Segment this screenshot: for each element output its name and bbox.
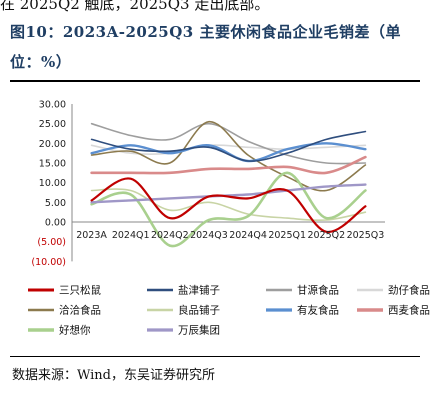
- series-line: [90, 120, 367, 192]
- legend-label: 好想你: [59, 324, 91, 337]
- legend-label: 盐津铺子: [178, 284, 220, 297]
- source-divider: [10, 356, 420, 357]
- series-line: [90, 130, 367, 162]
- y-tick-label: 20.00: [39, 139, 66, 150]
- legend-label: 万辰集团: [178, 324, 220, 337]
- y-tick-label: 10.00: [39, 178, 66, 189]
- x-tick-label: 2024Q1: [112, 230, 150, 241]
- x-tick-label: 2025Q1: [268, 230, 306, 241]
- series-line: [90, 122, 367, 165]
- series-line: [90, 177, 367, 233]
- source-note: 数据来源：Wind，东吴证券研究所: [12, 368, 215, 383]
- y-tick-label: 15.00: [39, 159, 66, 170]
- legend-label: 西麦食品: [388, 304, 430, 317]
- legend-label: 三只松鼠: [59, 284, 101, 297]
- y-tick-label: 5.00: [45, 198, 66, 209]
- legend-label: 甘源食品: [297, 284, 339, 297]
- top-text-fragment: 在 2025Q2 触底，2025Q3 走出底部。: [0, 0, 270, 13]
- x-tick-label: 2024Q4: [229, 230, 267, 241]
- x-tick-label: 2025Q2: [307, 230, 345, 241]
- y-axis-labels: 30.00 25.00 20.00 15.00 10.00 5.00 0.00 (5.00) (…: [31, 100, 66, 268]
- legend-label: 洽洽食品: [59, 304, 101, 317]
- x-tick-label: 2024Q2: [151, 230, 189, 241]
- series-line: [90, 142, 367, 163]
- y-tick-label: (5.00): [37, 237, 66, 248]
- y-tick-label: 25.00: [39, 119, 66, 130]
- title-divider: [10, 80, 420, 82]
- legend-label: 有友食品: [297, 304, 339, 317]
- legend-label: 良品铺子: [178, 304, 220, 317]
- x-tick-label: 2025Q3: [347, 230, 385, 241]
- x-axis-labels: 2023A 2024Q1 2024Q2 2024Q3 2024Q4 2025Q1 2025Q…: [76, 230, 384, 241]
- series-line: [90, 183, 367, 204]
- series-line: [90, 188, 367, 222]
- y-tick-label: (10.00): [31, 257, 66, 268]
- series-line: [90, 171, 367, 248]
- y-tick-label: 0.00: [45, 218, 66, 229]
- legend-label: 劲仔食品: [388, 284, 430, 297]
- y-tick-label: 30.00: [39, 100, 66, 111]
- series-line: [90, 144, 367, 155]
- chart-axes: [71, 104, 385, 262]
- chart-lines: [90, 120, 367, 248]
- figure-title: 图10：2023A-2025Q3 主要休闲食品企业毛销差（单位：%）: [10, 23, 401, 71]
- x-tick-label: 2023A: [76, 230, 107, 241]
- series-line: [90, 155, 367, 175]
- x-tick-label: 2024Q3: [190, 230, 228, 241]
